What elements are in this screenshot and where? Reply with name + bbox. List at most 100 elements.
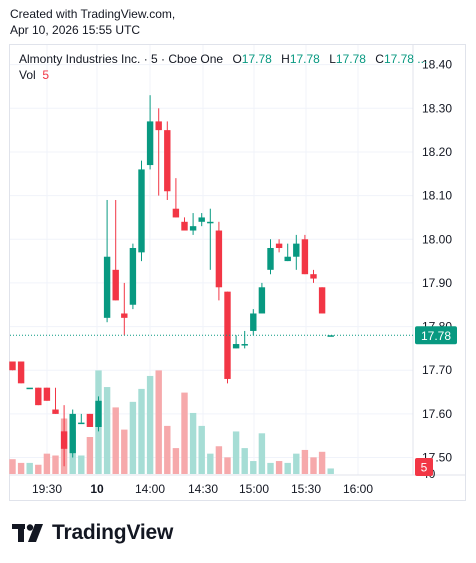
candle-body bbox=[207, 221, 214, 224]
open-label: O bbox=[232, 52, 242, 66]
candle-body bbox=[301, 239, 309, 275]
volume-bar bbox=[112, 407, 119, 474]
volume-bar bbox=[146, 375, 154, 474]
candle-body bbox=[155, 121, 162, 131]
tradingview-brand-text: TradingView bbox=[52, 521, 174, 544]
candle-body bbox=[95, 400, 102, 427]
volume-bar bbox=[301, 449, 309, 474]
candle-body bbox=[310, 274, 317, 279]
low-value: 17.78 bbox=[335, 52, 366, 66]
volume-bar bbox=[198, 425, 205, 474]
volume-bar bbox=[9, 459, 16, 474]
volume-bar bbox=[35, 464, 42, 474]
volume-bar bbox=[267, 462, 274, 474]
volume-bar bbox=[138, 388, 145, 474]
time-tick-label: 14:30 bbox=[188, 482, 218, 496]
candle-body bbox=[258, 287, 266, 314]
volume-bar bbox=[43, 453, 51, 474]
time-tick-label: 19:30 bbox=[32, 482, 62, 496]
candle-body bbox=[293, 243, 300, 257]
volume-legend: Vol 5 bbox=[19, 68, 49, 82]
candle-body bbox=[275, 243, 283, 248]
time-tick-label: 16:00 bbox=[343, 482, 373, 496]
candle-body bbox=[112, 269, 119, 301]
candle-body bbox=[129, 247, 137, 305]
candle-body bbox=[35, 387, 42, 406]
time-tick-label: 14:00 bbox=[135, 482, 165, 496]
price-tick-label: 17.70 bbox=[422, 363, 452, 377]
volume-bar bbox=[26, 462, 33, 474]
volume-bar bbox=[310, 457, 317, 474]
time-tick-label: 10 bbox=[90, 482, 104, 496]
candle-body bbox=[103, 256, 111, 318]
candle-body bbox=[250, 313, 257, 331]
symbol-label[interactable]: Almonty Industries Inc. · 5 · Cboe One bbox=[19, 52, 224, 66]
candle-body bbox=[189, 226, 197, 231]
volume-bar bbox=[327, 468, 334, 474]
candle-body bbox=[232, 344, 240, 349]
volume-bar bbox=[284, 462, 291, 474]
volume-bar bbox=[232, 431, 240, 474]
watermark-timestamp: Apr 10, 2026 15:55 UTC bbox=[10, 23, 141, 37]
volume-bar bbox=[318, 451, 326, 474]
candle-body bbox=[69, 413, 76, 454]
volume-bar bbox=[164, 425, 171, 474]
close-value: 17.78 ... bbox=[383, 52, 428, 66]
candle-body bbox=[224, 291, 231, 379]
candle-body bbox=[86, 413, 94, 427]
candle-body bbox=[146, 121, 154, 166]
volume-bar bbox=[155, 370, 162, 474]
candle-body bbox=[215, 230, 223, 288]
watermark-created-with: Created with TradingView.com, bbox=[10, 7, 176, 21]
tradingview-logo-icon bbox=[12, 524, 43, 542]
last-price-label: 17.78 bbox=[421, 329, 451, 343]
time-tick-label: 15:00 bbox=[239, 482, 269, 496]
time-tick-label: 15:30 bbox=[291, 482, 321, 496]
price-tick-label: 18.10 bbox=[422, 189, 452, 203]
volume-bar bbox=[258, 433, 266, 474]
chart-frame[interactable] bbox=[9, 44, 466, 501]
ohlc-legend: Almonty Industries Inc. · 5 · Cboe One O… bbox=[19, 52, 427, 66]
candle-body bbox=[9, 361, 16, 371]
volume-label: Vol bbox=[19, 68, 36, 82]
volume-bar bbox=[215, 446, 223, 474]
candle-body bbox=[172, 208, 180, 218]
volume-bar bbox=[224, 457, 231, 474]
candle-body bbox=[43, 387, 51, 401]
price-tick-label: 18.40 bbox=[422, 58, 452, 72]
candle-body bbox=[138, 169, 145, 253]
volume-bar bbox=[250, 461, 257, 474]
volume-bar bbox=[78, 455, 85, 474]
volume-bar bbox=[189, 412, 197, 474]
last-price-badge bbox=[415, 326, 457, 345]
price-tick-label: 17.60 bbox=[422, 407, 452, 421]
candle-body bbox=[26, 387, 33, 390]
candle-body bbox=[327, 335, 334, 337]
volume-bar bbox=[17, 462, 25, 474]
candle-body bbox=[164, 130, 171, 192]
volume-bar bbox=[172, 448, 180, 474]
volume-bar bbox=[129, 401, 137, 474]
candle-body bbox=[60, 431, 68, 449]
volume-bar bbox=[293, 453, 300, 474]
volume-value: 5 bbox=[42, 68, 50, 82]
volume-bar bbox=[52, 455, 59, 474]
tradingview-logo[interactable]: TradingView bbox=[12, 520, 173, 546]
volume-bar bbox=[207, 453, 214, 474]
candle-body bbox=[198, 217, 205, 222]
candle-body bbox=[17, 361, 25, 384]
open-value: 17.78 bbox=[241, 52, 272, 66]
volume-bar bbox=[241, 448, 248, 474]
volume-bar bbox=[86, 437, 94, 474]
price-tick-label: 18.30 bbox=[422, 101, 452, 115]
volume-bar bbox=[275, 461, 283, 474]
candle-body bbox=[318, 287, 326, 314]
close-label: C bbox=[375, 52, 384, 66]
candle-body bbox=[241, 344, 248, 346]
volume-bar bbox=[121, 429, 128, 474]
candle-body bbox=[121, 313, 128, 318]
candle-body bbox=[181, 221, 188, 231]
volume-bar bbox=[181, 392, 188, 474]
price-tick-label: 17.90 bbox=[422, 276, 452, 290]
